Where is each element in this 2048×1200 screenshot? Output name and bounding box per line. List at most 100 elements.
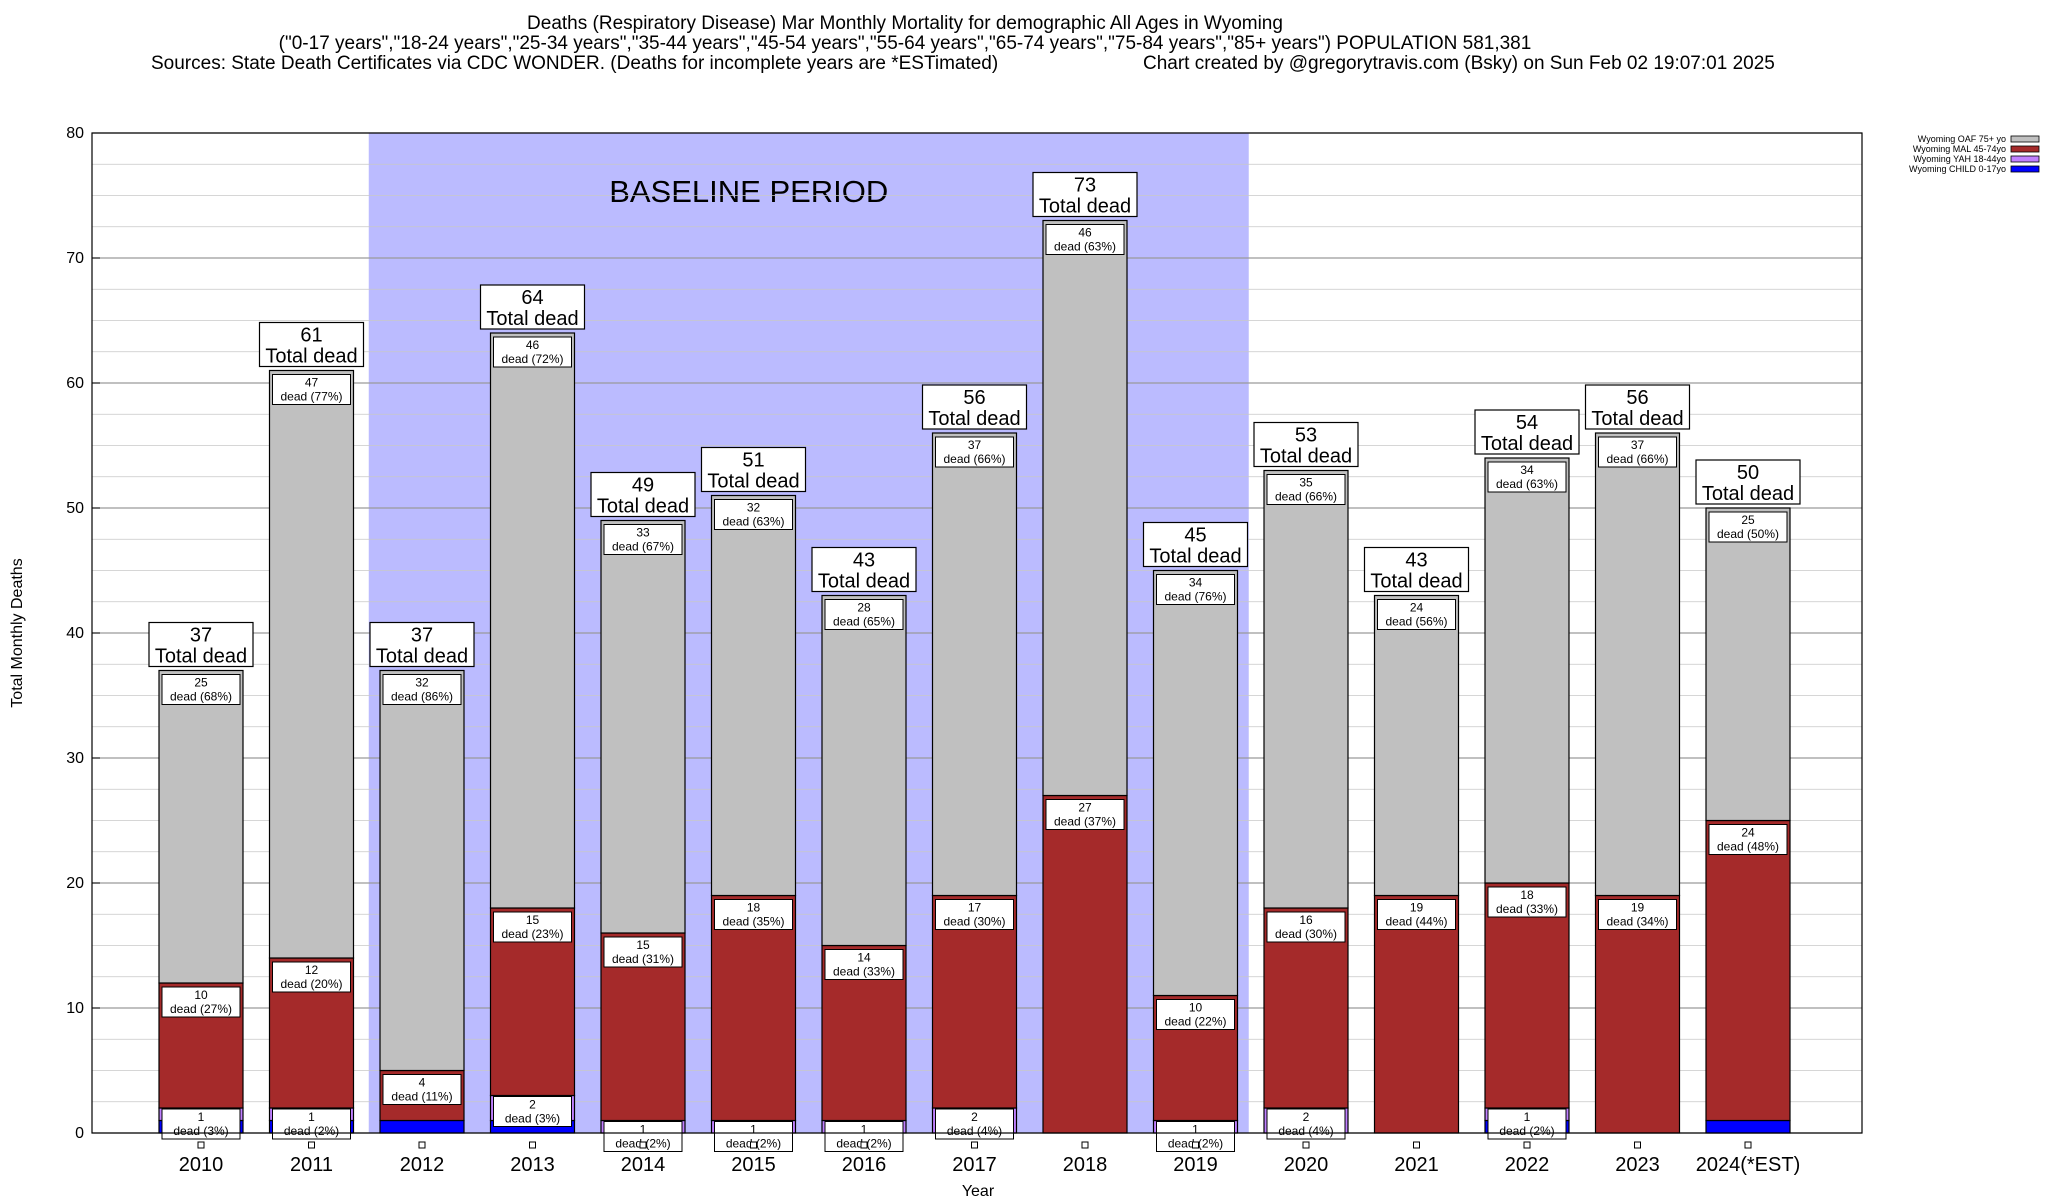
total-label-text: Total dead <box>1702 483 1794 505</box>
legend-label: Wyoming YAH 18-44yo <box>1913 154 2006 164</box>
segment-label-percent: dead (66%) <box>1606 452 1668 466</box>
segment-label-box <box>603 1121 683 1152</box>
bar-segment-oaf <box>600 519 686 934</box>
x-tick-label: 2020 <box>1284 1154 1329 1176</box>
total-label-box <box>1474 409 1580 455</box>
segment-label-box <box>1708 824 1788 855</box>
x-tick-label: 2021 <box>1394 1154 1439 1176</box>
segment-label-percent: dead (33%) <box>1496 902 1558 916</box>
segment-label-percent: dead (56%) <box>1385 615 1447 629</box>
segment-label-box <box>493 336 572 368</box>
segment-label-box <box>1377 899 1456 930</box>
segment-label-percent: dead (27%) <box>170 1002 232 1016</box>
bar-segment-oaf <box>1263 469 1349 909</box>
total-label-text: Total dead <box>818 571 910 593</box>
segment-label-percent: dead (34%) <box>1606 915 1668 929</box>
segment-label-count: 35 <box>1299 476 1313 490</box>
segment-label-box <box>714 499 793 530</box>
total-label-value: 73 <box>1074 175 1096 197</box>
total-label-box <box>1695 459 1801 505</box>
segment-label-percent: dead (33%) <box>833 965 895 979</box>
total-label-value: 37 <box>190 625 212 647</box>
y-tick-label: 0 <box>75 1125 84 1142</box>
base-marker <box>1744 1141 1752 1149</box>
segment-label-count: 2 <box>1303 1110 1310 1124</box>
bar-segment-oaf <box>821 594 907 947</box>
segment-label-percent: dead (63%) <box>722 515 784 529</box>
x-tick-label: 2017 <box>952 1154 997 1176</box>
bar-segment-oaf <box>1042 219 1128 797</box>
segment-label-percent: dead (3%) <box>173 1124 228 1138</box>
x-tick-label: 2018 <box>1063 1154 1108 1176</box>
bar-segment-child <box>1705 1119 1791 1134</box>
segment-label-box <box>382 674 462 705</box>
x-tick-label: 2023 <box>1615 1154 1660 1176</box>
x-tick-label: 2019 <box>1173 1154 1218 1176</box>
segment-label-count: 25 <box>194 676 208 690</box>
total-label-box <box>700 446 807 493</box>
segment-label-count: 18 <box>1520 888 1534 902</box>
bar-segment-oaf <box>1484 457 1570 884</box>
segment-label-percent: dead (30%) <box>1275 927 1337 941</box>
total-label-box <box>479 284 586 330</box>
base-marker <box>971 1141 978 1149</box>
total-label-text: Total dead <box>486 308 578 330</box>
segment-label-percent: dead (77%) <box>280 390 342 404</box>
base-marker <box>860 1141 868 1149</box>
segment-label-box <box>272 1108 351 1140</box>
segment-label-percent: dead (65%) <box>833 615 895 629</box>
segment-label-box <box>1598 436 1677 468</box>
segment-label-percent: dead (2%) <box>284 1124 339 1138</box>
segment-label-count: 32 <box>747 501 761 515</box>
segment-label-box <box>1487 461 1567 493</box>
bar-segment-child <box>379 1119 465 1134</box>
y-tick-label: 30 <box>66 750 84 767</box>
total-label-value: 56 <box>1626 387 1648 409</box>
x-tick-label: 2014 <box>621 1154 666 1176</box>
base-marker <box>418 1141 426 1149</box>
total-label-box <box>921 384 1028 430</box>
segment-label-box <box>1266 1108 1346 1140</box>
y-tick-label: 50 <box>66 500 84 517</box>
segment-label-box <box>1266 474 1346 505</box>
segment-label-count: 14 <box>857 951 871 965</box>
bar-segment-oaf <box>710 494 797 897</box>
chart-source-text: Sources: State Death Certificates via CD… <box>151 53 999 74</box>
base-marker <box>750 1141 757 1149</box>
bar-segment-oaf <box>1152 569 1239 997</box>
segment-label-percent: dead (31%) <box>612 952 674 966</box>
base-marker <box>639 1141 647 1149</box>
total-label-text: Total dead <box>928 408 1020 430</box>
total-label-value: 43 <box>853 550 875 572</box>
segment-label-count: 37 <box>1631 438 1645 452</box>
segment-label-box <box>272 374 351 405</box>
legend-swatch <box>2010 165 2040 173</box>
segment-label-count: 1 <box>640 1123 647 1137</box>
segment-label-count: 1 <box>861 1123 868 1137</box>
bar-segment-mal <box>1705 819 1791 1122</box>
total-label-text: Total dead <box>707 471 799 493</box>
total-label-text: Total dead <box>155 646 247 668</box>
bar-segment-oaf <box>489 332 576 909</box>
segment-label-box <box>1266 911 1346 943</box>
segment-label-percent: dead (63%) <box>1054 240 1116 254</box>
x-tick-label: 2010 <box>179 1154 224 1176</box>
segment-label-box <box>161 986 241 1018</box>
segment-label-box <box>1487 886 1567 918</box>
total-label-value: 43 <box>1405 550 1427 572</box>
total-label-box <box>369 621 475 668</box>
